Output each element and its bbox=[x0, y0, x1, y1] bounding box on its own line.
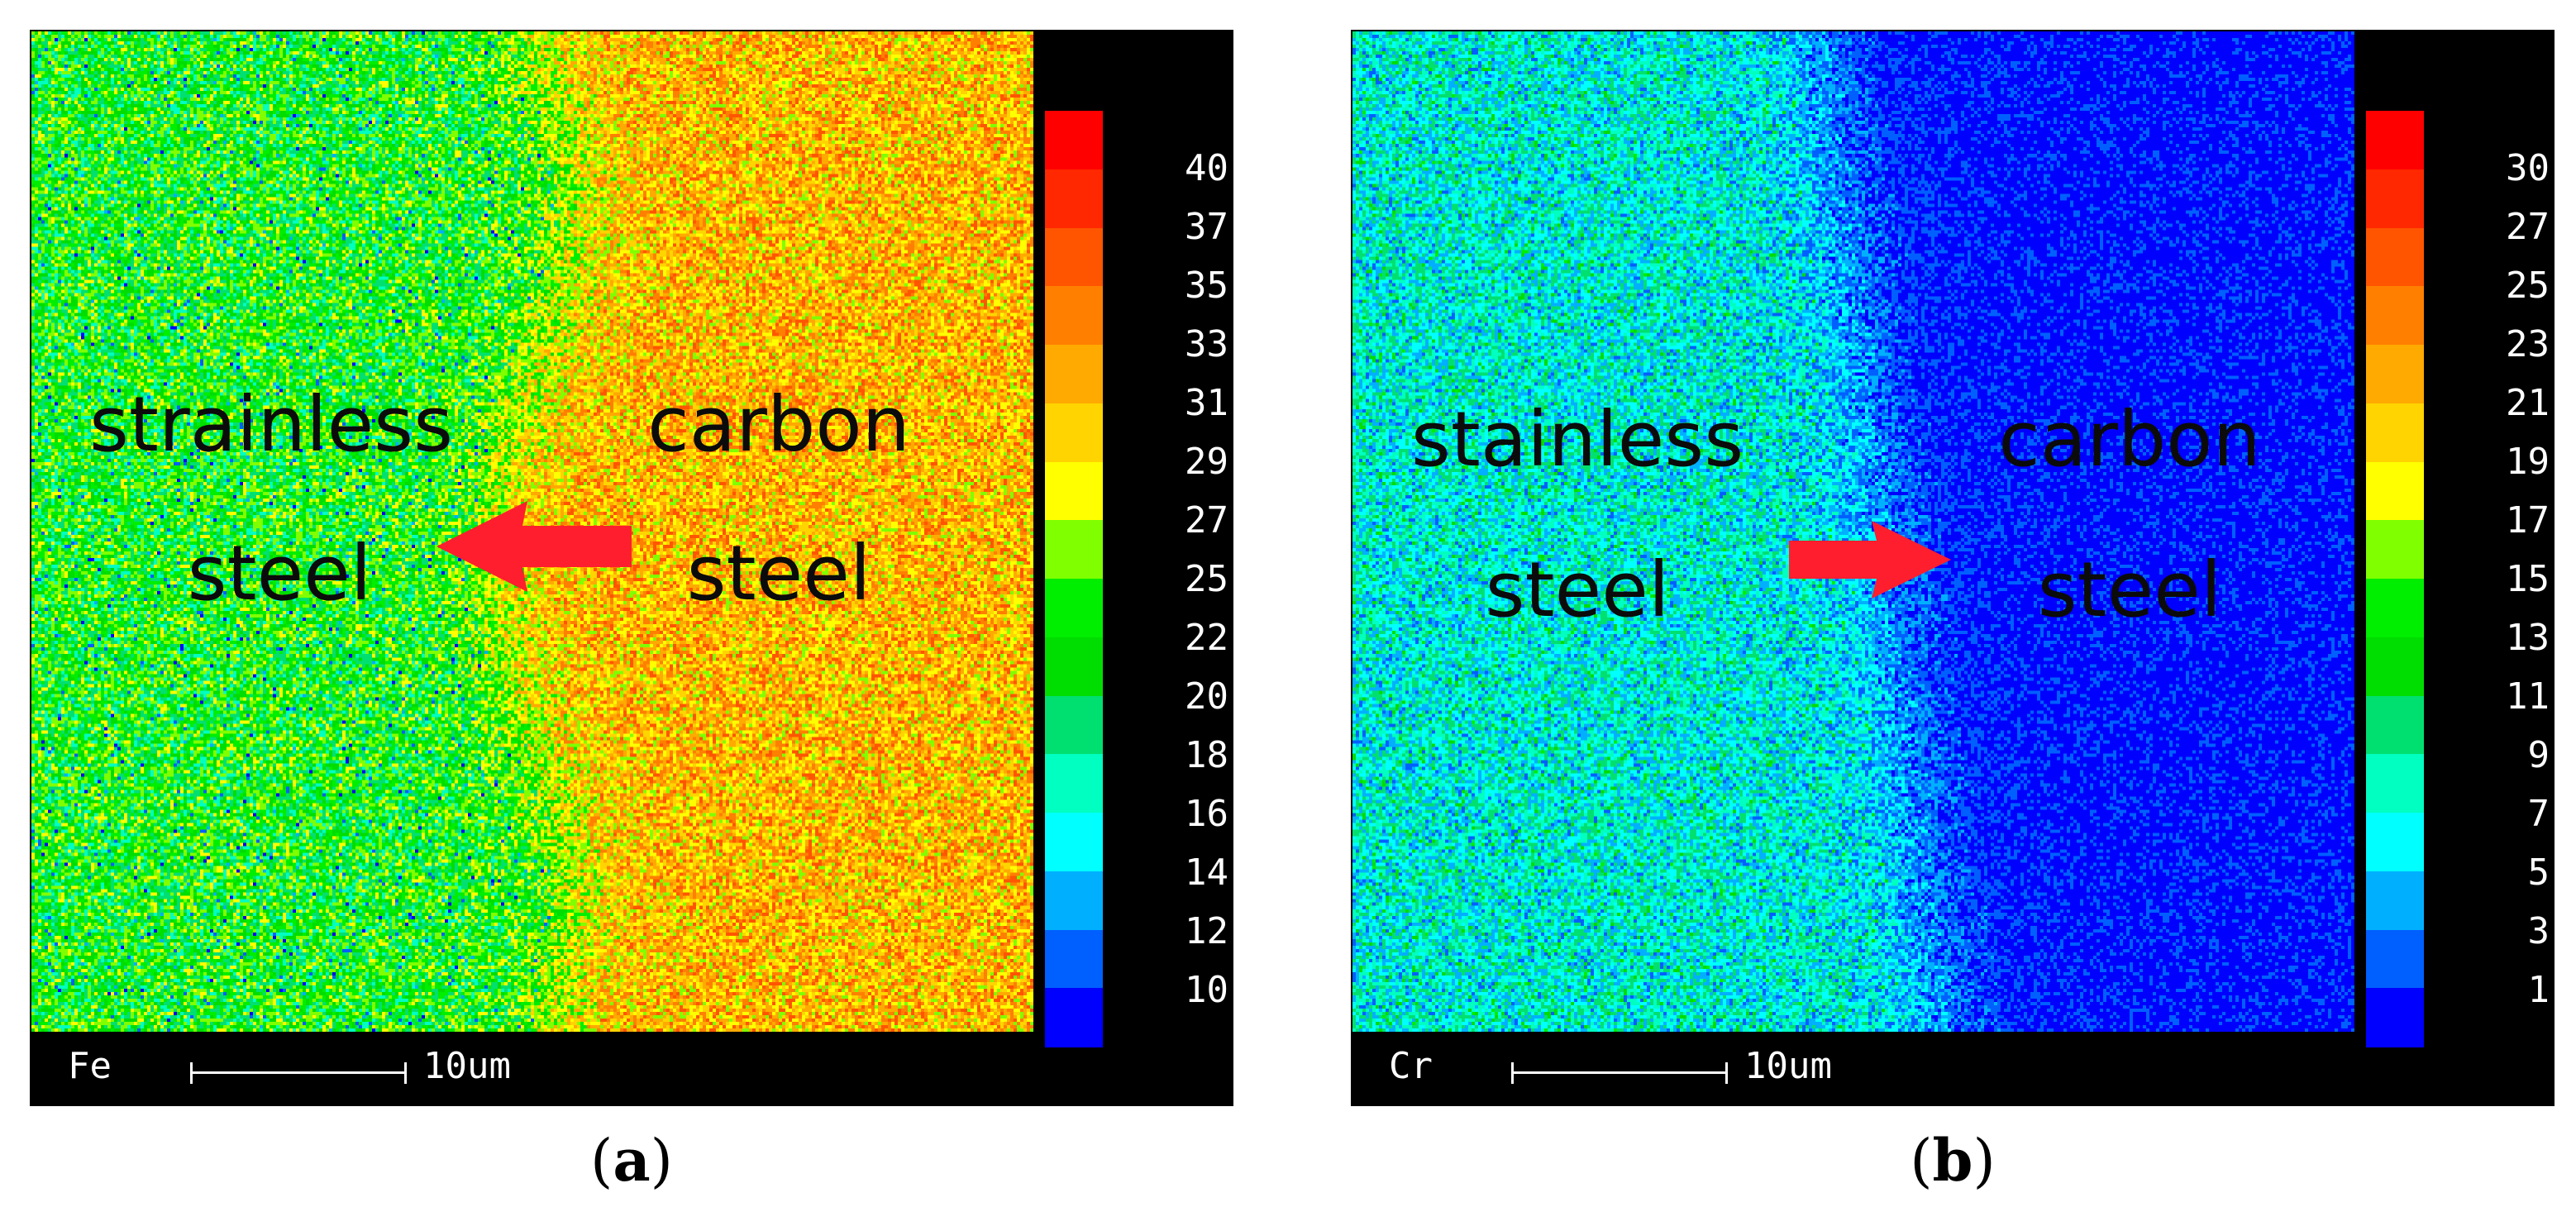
colorbar-segment bbox=[2366, 754, 2424, 813]
panel-a-fe-map: strainless steel carbon steel 40 37 35 33 31… bbox=[30, 30, 1233, 1106]
colorbar-tick-label: 25 bbox=[1185, 558, 1228, 600]
cr-elemental-map: stainless steel carbon steel bbox=[1352, 31, 2354, 1032]
colorbar-tick-label: 25 bbox=[2506, 265, 2550, 307]
element-label-fe: Fe bbox=[68, 1045, 112, 1087]
colorbar-segment bbox=[1045, 520, 1103, 580]
colorbar-tick-label: 33 bbox=[1185, 323, 1228, 365]
element-label-cr: Cr bbox=[1389, 1045, 1433, 1087]
caption-b: (b) bbox=[1910, 1126, 1996, 1195]
colorbar-segment bbox=[2366, 579, 2424, 638]
colorbar-a bbox=[1045, 111, 1103, 1047]
colorbar-tick-label: 5 bbox=[2527, 852, 2550, 894]
colorbar-segment bbox=[1045, 403, 1103, 462]
colorbar-segment bbox=[1045, 111, 1103, 170]
colorbar-tick-label: 15 bbox=[2506, 558, 2550, 600]
colorbar-segment bbox=[1045, 286, 1103, 346]
right-region-label-line1: carbon bbox=[647, 380, 910, 469]
colorbar-tick-label: 21 bbox=[2506, 382, 2550, 424]
colorbar-tick-label: 29 bbox=[1185, 441, 1228, 483]
scale-bar-label: 10um bbox=[423, 1045, 511, 1087]
colorbar-tick-label: 11 bbox=[2506, 675, 2550, 718]
colorbar-segment bbox=[2366, 695, 2424, 755]
colorbar-tick-label: 1 bbox=[2527, 969, 2550, 1011]
colorbar-segment bbox=[1045, 929, 1103, 989]
scale-bar bbox=[190, 1062, 407, 1084]
colorbar-segment bbox=[1045, 461, 1103, 521]
colorbar-b-ticks: 30 27 25 23 21 19 17 15 13 11 9 7 5 3 1 bbox=[2483, 111, 2550, 1047]
colorbar-segment bbox=[1045, 813, 1103, 872]
colorbar-segment bbox=[1045, 637, 1103, 696]
colorbar-segment bbox=[2366, 813, 2424, 872]
colorbar-tick-label: 18 bbox=[1185, 734, 1228, 776]
colorbar-tick-label: 13 bbox=[2506, 617, 2550, 659]
colorbar-segment bbox=[2366, 286, 2424, 346]
colorbar-tick-label: 10 bbox=[1185, 969, 1228, 1011]
colorbar-tick-label: 16 bbox=[1185, 793, 1228, 835]
colorbar-tick-label: 35 bbox=[1185, 265, 1228, 307]
colorbar-segment bbox=[2366, 520, 2424, 580]
colorbar-segment bbox=[2366, 929, 2424, 989]
colorbar-segment bbox=[1045, 227, 1103, 287]
colorbar-tick-label: 20 bbox=[1185, 675, 1228, 718]
colorbar-tick-label: 19 bbox=[2506, 441, 2550, 483]
panel-b-footer: Cr 10um bbox=[1351, 1032, 2555, 1106]
colorbar-tick-label: 37 bbox=[1185, 206, 1228, 248]
colorbar-segment bbox=[1045, 169, 1103, 228]
colorbar-segment bbox=[2366, 871, 2424, 930]
fe-elemental-map: strainless steel carbon steel bbox=[31, 31, 1033, 1032]
panel-b-cr-map: stainless steel carbon steel 30 27 25 23 21 1… bbox=[1351, 30, 2555, 1106]
colorbar-segment bbox=[2366, 403, 2424, 462]
colorbar-tick-label: 23 bbox=[2506, 323, 2550, 365]
colorbar-a-ticks: 40 37 35 33 31 29 27 25 22 20 18 16 14 12 10 bbox=[1162, 111, 1228, 1047]
panel-a-footer: Fe 10um bbox=[30, 1032, 1233, 1106]
colorbar-tick-label: 40 bbox=[1185, 147, 1228, 189]
colorbar-segment bbox=[1045, 579, 1103, 638]
scale-bar bbox=[1511, 1062, 1728, 1084]
colorbar-segment bbox=[1045, 345, 1103, 404]
colorbar-segment bbox=[1045, 754, 1103, 813]
colorbar-tick-label: 17 bbox=[2506, 499, 2550, 541]
colorbar-tick-label: 3 bbox=[2527, 910, 2550, 952]
colorbar-tick-label: 30 bbox=[2506, 147, 2550, 189]
colorbar-segment bbox=[2366, 345, 2424, 404]
caption-a: (a) bbox=[590, 1126, 673, 1195]
colorbar-segment bbox=[1045, 695, 1103, 755]
colorbar-tick-label: 27 bbox=[2506, 206, 2550, 248]
colorbar-tick-label: 22 bbox=[1185, 617, 1228, 659]
left-region-label-line1: stainless bbox=[1410, 395, 1744, 484]
colorbar-tick-label: 7 bbox=[2527, 793, 2550, 835]
cr-map-canvas bbox=[1352, 31, 2354, 1032]
colorbar-segment bbox=[1045, 988, 1103, 1047]
right-region-label-line2: steel bbox=[2037, 546, 2222, 634]
left-region-label-line1: strainless bbox=[88, 380, 454, 469]
colorbar-tick-label: 9 bbox=[2527, 734, 2550, 776]
colorbar-segment bbox=[1045, 871, 1103, 930]
colorbar-tick-label: 14 bbox=[1185, 852, 1228, 894]
colorbar-tick-label: 12 bbox=[1185, 910, 1228, 952]
colorbar-segment bbox=[2366, 169, 2424, 228]
colorbar-segment bbox=[2366, 227, 2424, 287]
colorbar-segment bbox=[2366, 988, 2424, 1047]
colorbar-b bbox=[2366, 111, 2424, 1047]
left-region-label-line2: steel bbox=[1485, 546, 1670, 634]
colorbar-segment bbox=[2366, 637, 2424, 696]
scale-bar-label: 10um bbox=[1744, 1045, 1832, 1087]
colorbar-tick-label: 27 bbox=[1185, 499, 1228, 541]
right-region-label-line2: steel bbox=[686, 529, 871, 618]
colorbar-segment bbox=[2366, 461, 2424, 521]
colorbar-segment bbox=[2366, 111, 2424, 170]
interface-arrow-left-icon bbox=[436, 501, 632, 592]
interface-arrow-right-icon bbox=[1789, 521, 1951, 599]
colorbar-tick-label: 31 bbox=[1185, 382, 1228, 424]
left-region-label-line2: steel bbox=[187, 529, 372, 618]
right-region-label-line1: carbon bbox=[1998, 395, 2261, 484]
